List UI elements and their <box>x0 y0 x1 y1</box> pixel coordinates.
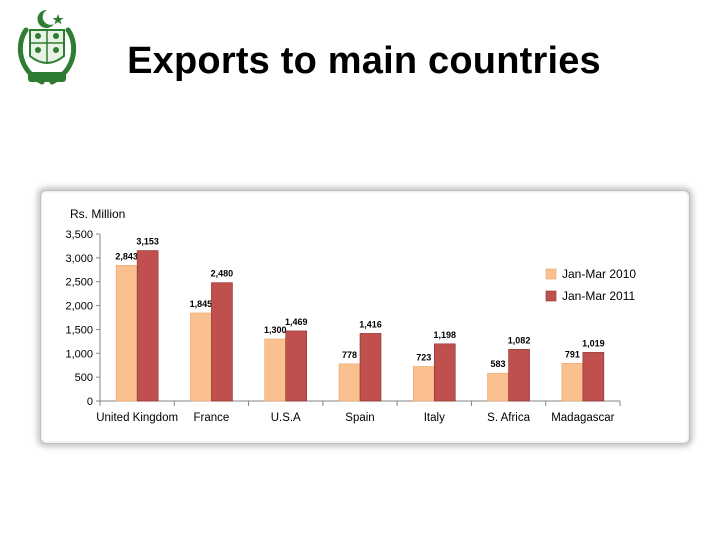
bar <box>582 352 605 402</box>
data-label: 2,480 <box>211 269 234 279</box>
bar <box>136 250 159 402</box>
data-label: 583 <box>491 359 506 369</box>
plot-area: 0 500 1,000 1,500 2,000 2,500 3,000 3,500 United… <box>65 229 636 424</box>
x-tick-label: S. Africa <box>487 412 530 424</box>
state-emblem-icon <box>17 9 77 85</box>
y-tick-label: 3,000 <box>65 253 93 265</box>
x-tick-label: France <box>194 412 230 424</box>
data-label: 778 <box>342 350 357 360</box>
bar <box>338 363 361 402</box>
data-label: 3,153 <box>136 237 159 247</box>
data-label: 1,845 <box>190 299 213 309</box>
data-label: 1,469 <box>285 317 308 327</box>
legend-label: Jan-Mar 2011 <box>562 289 635 303</box>
y-tick-label: 2,000 <box>65 301 93 313</box>
bar-chart: Rs. Million 0 500 1,000 1,500 2,000 2,500 3,00… <box>65 207 636 424</box>
y-tick-label: 3,500 <box>65 229 93 241</box>
y-tick-label: 500 <box>75 372 93 384</box>
data-label: 723 <box>416 353 431 363</box>
x-tick-label: Spain <box>345 412 374 424</box>
legend-label: Jan-Mar 2010 <box>562 267 636 281</box>
x-tick-label: United Kingdom <box>96 412 178 424</box>
bar <box>433 343 456 402</box>
data-label: 1,198 <box>434 330 457 340</box>
bar <box>264 338 287 402</box>
y-tick-label: 1,000 <box>65 348 93 360</box>
legend-swatch <box>545 290 557 302</box>
y-tick-label: 2,500 <box>65 277 93 289</box>
x-tick-label: Italy <box>424 412 445 424</box>
y-axis-label: Rs. Million <box>70 207 125 221</box>
data-label: 1,300 <box>264 325 287 335</box>
data-label: 2,843 <box>115 251 138 261</box>
y-tick-label: 1,500 <box>65 324 93 336</box>
bar <box>508 349 530 402</box>
legend-swatch <box>545 268 557 280</box>
bar <box>359 333 382 402</box>
bar <box>211 282 233 402</box>
data-label: 1,019 <box>582 338 605 348</box>
data-label: 1,082 <box>508 335 531 345</box>
bar <box>115 265 138 402</box>
bar <box>285 330 308 402</box>
data-label: 1,416 <box>359 319 382 329</box>
bar <box>190 312 212 402</box>
x-tick-label: U.S.A <box>271 412 301 424</box>
y-tick-label: 0 <box>87 396 93 408</box>
data-label: 791 <box>565 349 580 359</box>
x-tick-label: Madagascar <box>551 412 614 424</box>
bar <box>412 366 435 402</box>
slide-title: Exports to main countries <box>127 40 601 82</box>
bar <box>487 372 509 402</box>
bar <box>561 362 584 402</box>
